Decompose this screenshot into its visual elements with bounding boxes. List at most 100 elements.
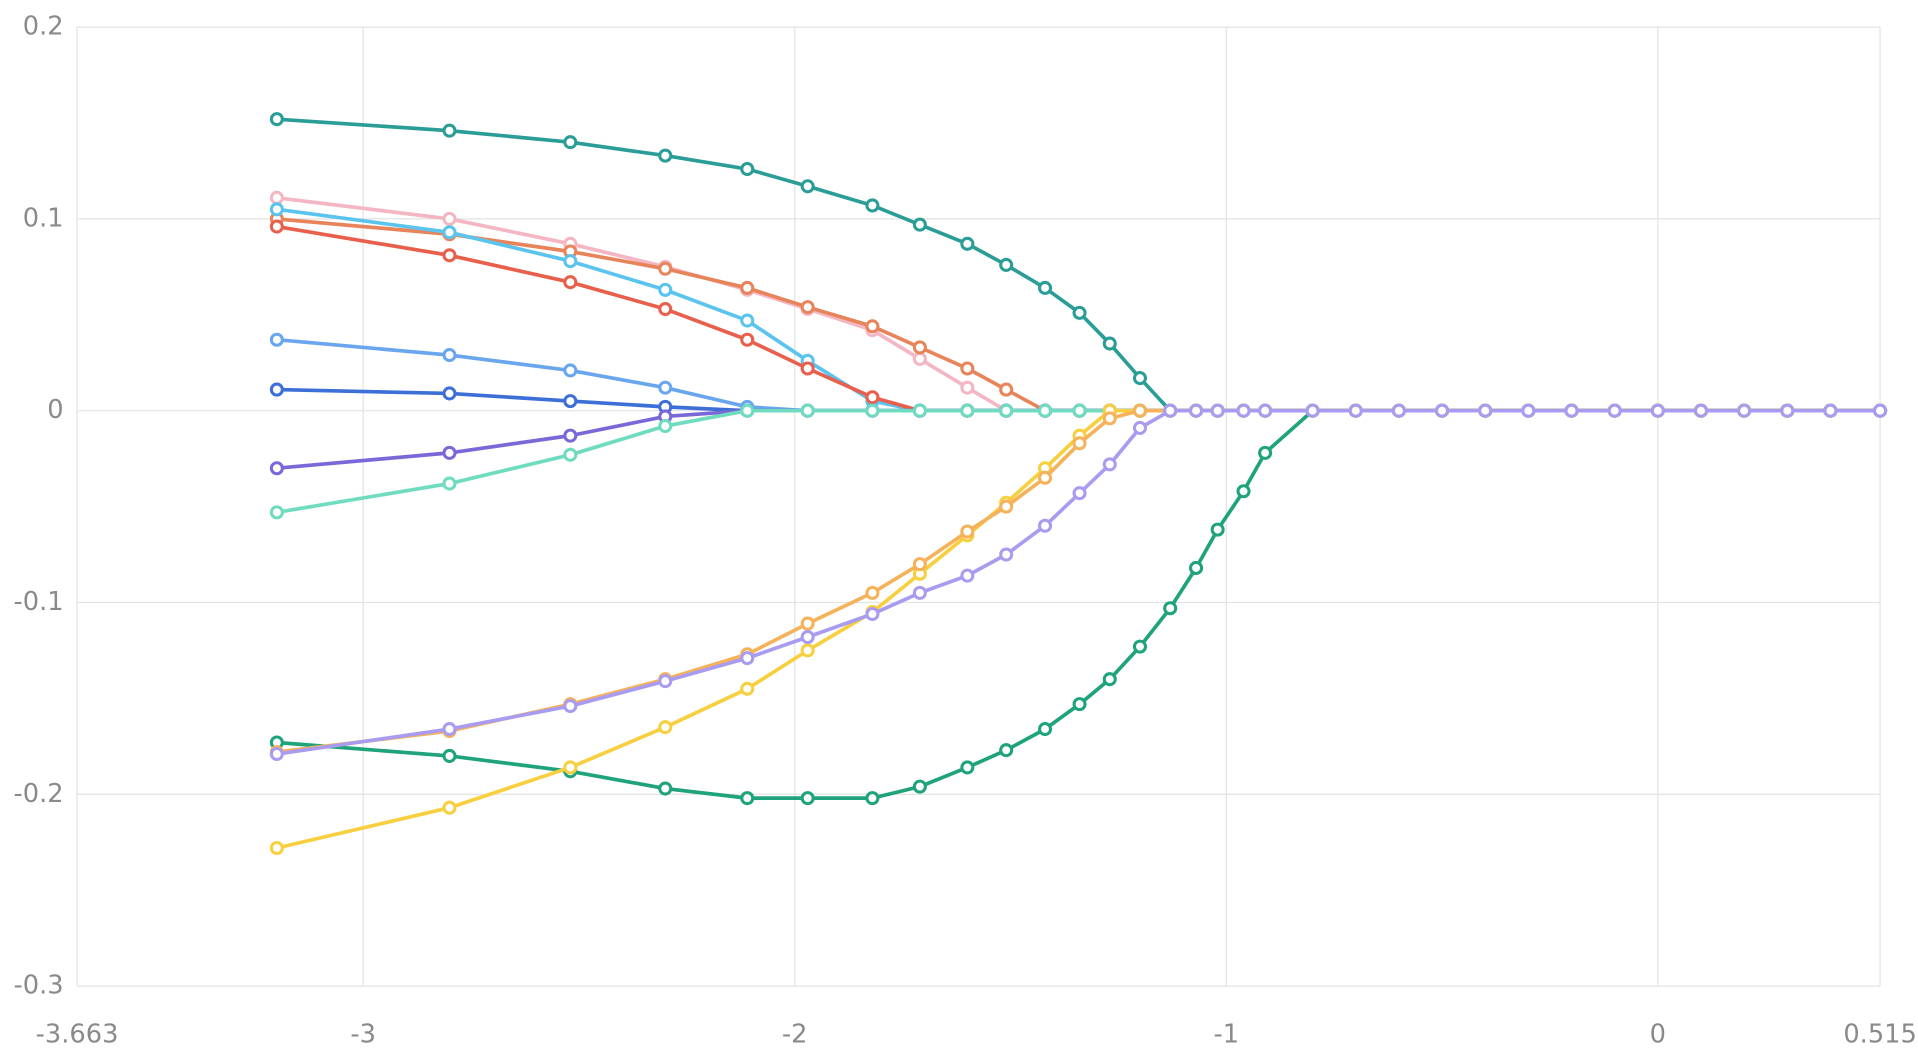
point [800, 791, 815, 806]
point [269, 746, 284, 762]
point [658, 148, 673, 163]
point [960, 361, 975, 376]
x-tick-label: -1 [1213, 1020, 1239, 1050]
point [1236, 484, 1251, 499]
point [1037, 403, 1053, 418]
point [800, 300, 815, 315]
point [800, 361, 815, 376]
point [865, 791, 880, 806]
point [800, 643, 815, 658]
point [740, 681, 755, 696]
point [269, 202, 284, 217]
point [800, 403, 815, 418]
point [1189, 560, 1204, 576]
point [1072, 403, 1087, 418]
point [1037, 722, 1053, 737]
point [563, 428, 578, 443]
point [800, 179, 815, 194]
series [269, 403, 1888, 856]
y-tick-label: 0.1 [23, 203, 64, 233]
y-tick-label: 0.2 [23, 12, 64, 42]
point [740, 161, 755, 177]
point [1132, 420, 1148, 435]
point [563, 254, 578, 269]
point [658, 720, 673, 735]
point [658, 674, 673, 689]
y-tick-label: -0.3 [14, 971, 64, 1001]
point [442, 748, 457, 763]
point [999, 257, 1014, 272]
point [442, 476, 457, 491]
point [912, 340, 927, 355]
point [999, 382, 1014, 397]
point [1210, 522, 1225, 537]
point [442, 123, 457, 138]
point [269, 505, 284, 520]
series [269, 403, 1888, 762]
point [912, 217, 927, 232]
point [269, 112, 284, 127]
point [442, 225, 457, 240]
point [1258, 403, 1273, 418]
point [740, 403, 755, 418]
point [1072, 436, 1087, 451]
point [1650, 403, 1665, 418]
point [912, 779, 927, 794]
point [865, 606, 880, 622]
series [269, 403, 1888, 520]
point [740, 791, 755, 806]
y-tick-label: 0 [47, 395, 63, 425]
series [269, 112, 1888, 418]
point [563, 699, 578, 714]
point [1823, 403, 1838, 418]
point [999, 499, 1014, 514]
point [1132, 403, 1148, 418]
x-tick-label: 0.515 [1843, 1020, 1917, 1050]
point [1305, 403, 1320, 418]
point [865, 403, 880, 418]
point [442, 248, 457, 263]
point [1210, 403, 1225, 418]
series [269, 190, 1888, 418]
point [865, 319, 880, 334]
point [563, 275, 578, 290]
point [1102, 336, 1117, 351]
point [658, 282, 673, 297]
point [658, 380, 673, 395]
y-tick-label: -0.2 [14, 779, 64, 809]
point [658, 302, 673, 317]
point [658, 781, 673, 796]
x-tick-label: -3 [350, 1020, 376, 1050]
point [442, 386, 457, 401]
series-line [276, 195, 1881, 413]
x-tick-label: -2 [782, 1020, 808, 1050]
point [999, 403, 1014, 418]
point [1072, 305, 1087, 320]
point [960, 236, 975, 251]
point [1873, 403, 1888, 418]
x-tick-label: -3.663 [36, 1020, 119, 1050]
series-line [276, 337, 1881, 413]
point [1478, 403, 1493, 418]
point [740, 313, 755, 328]
point [269, 840, 284, 856]
series [269, 403, 1888, 806]
point [1737, 403, 1752, 418]
point [563, 394, 578, 409]
point [269, 382, 284, 397]
point [269, 219, 284, 234]
point [442, 445, 457, 460]
point [269, 190, 284, 205]
point [912, 557, 927, 572]
series-line [276, 408, 1881, 850]
point [960, 524, 975, 539]
point [1072, 697, 1087, 712]
point [1163, 403, 1178, 418]
point [1072, 486, 1087, 501]
point [658, 419, 673, 434]
point [1435, 403, 1450, 418]
point [960, 380, 975, 395]
point [658, 261, 673, 276]
